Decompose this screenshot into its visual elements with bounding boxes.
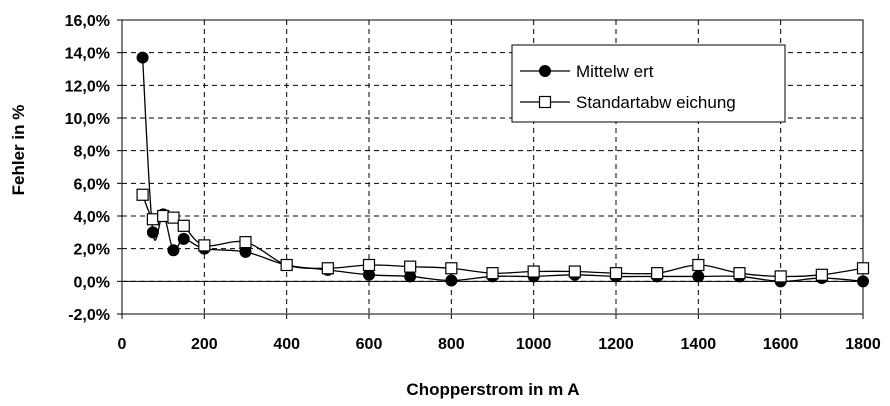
- data-point-circle: [146, 226, 159, 239]
- legend-marker: [539, 65, 551, 77]
- data-point-square: [651, 267, 664, 280]
- data-point-square: [177, 219, 190, 232]
- y-tick-labels: -2,0% 0,0% 2,0% 4,0% 6,0% 8,0% 10,0% 12,0% 14,0%…: [65, 13, 110, 324]
- data-point-square: [146, 213, 159, 226]
- legend-marker: [538, 95, 552, 109]
- data-point-circle: [857, 275, 869, 288]
- data-point-square: [733, 267, 746, 280]
- data-point-square: [167, 211, 180, 224]
- y-tick-label: 10,0%: [65, 111, 110, 128]
- legend-item-1: Mittelw ert: [520, 62, 654, 81]
- y-tick-label: 2,0%: [74, 242, 110, 259]
- data-point-square: [774, 270, 787, 283]
- y-tick-label: -2,0%: [68, 307, 110, 324]
- y-tick-label: 14,0%: [65, 46, 110, 63]
- legend-label: Mittelw ert: [576, 62, 654, 81]
- x-tick-label: 400: [273, 336, 300, 353]
- x-tick-label: 600: [356, 336, 383, 353]
- data-point-square: [527, 265, 540, 278]
- x-tick-label: 1400: [681, 336, 717, 353]
- series-line: [141, 194, 864, 278]
- data-point-circle: [445, 274, 458, 287]
- y-tick-label: 12,0%: [65, 78, 110, 95]
- data-point-circle: [692, 270, 705, 283]
- x-tick-label: 1800: [845, 336, 881, 353]
- y-tick-label: 6,0%: [74, 176, 110, 193]
- data-point-square: [157, 209, 170, 223]
- data-point-square: [856, 262, 870, 275]
- plot-frame: [121, 19, 864, 315]
- data-point-square: [609, 267, 623, 280]
- data-point-square: [280, 258, 293, 272]
- series-2: [136, 188, 870, 283]
- x-tick-labels: 0 200 400 600 800 1000 1200 1400 1600 1800: [118, 336, 881, 353]
- data-point-square: [198, 239, 211, 252]
- x-tick-label: 0: [118, 336, 127, 353]
- legend: Mittelw ert Standartabw eichung: [511, 44, 786, 123]
- y-tick-label: 4,0%: [74, 209, 110, 226]
- data-point-square: [815, 268, 828, 281]
- x-tick-label: 1200: [598, 336, 634, 353]
- legend-label: Standartabw eichung: [576, 93, 736, 112]
- data-point-square: [321, 262, 334, 275]
- series-layer: [136, 51, 870, 288]
- data-point-square: [568, 265, 581, 278]
- data-point-square: [486, 267, 499, 280]
- data-point-circle: [136, 51, 149, 64]
- data-point-square: [136, 188, 149, 201]
- data-point-square: [362, 258, 376, 272]
- x-tick-label: 1000: [516, 336, 552, 353]
- y-tick-label: 16,0%: [65, 13, 110, 30]
- y-tick-label: 8,0%: [74, 144, 110, 161]
- data-point-square: [239, 236, 252, 249]
- x-tick-label: 1600: [763, 336, 799, 353]
- data-point-square: [404, 260, 417, 273]
- legend-item-2: Standartabw eichung: [520, 93, 736, 112]
- data-point-circle: [167, 244, 180, 257]
- data-point-circle: [177, 232, 190, 245]
- y-tick-label: 0,0%: [74, 274, 110, 291]
- x-tick-label: 200: [191, 336, 218, 353]
- data-point-square: [692, 258, 705, 272]
- x-axis-title: Chopperstrom in m A: [406, 380, 579, 399]
- y-axis-title: Fehler in %: [9, 105, 28, 196]
- legend-box: [511, 44, 786, 123]
- x-tick-label: 800: [438, 336, 465, 353]
- data-point-square: [445, 262, 458, 275]
